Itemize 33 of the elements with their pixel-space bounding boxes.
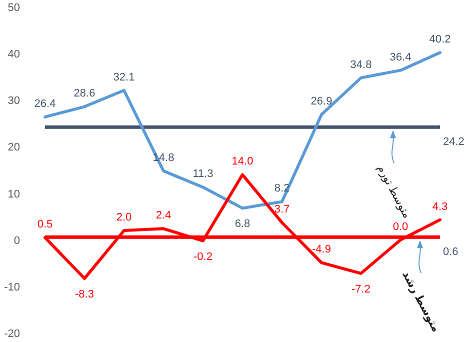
y-tick-label: 50 bbox=[8, 2, 20, 14]
y-tick-label: 40 bbox=[8, 48, 20, 61]
data-label: 32.1 bbox=[113, 71, 135, 84]
y-tick-label: 30 bbox=[8, 95, 20, 108]
data-label: 11.3 bbox=[192, 168, 214, 180]
data-label: 0.0 bbox=[392, 220, 408, 233]
y-tick-label: -10 bbox=[4, 281, 20, 294]
data-label: 4.3 bbox=[432, 200, 448, 213]
annotation: متوسط رشد bbox=[400, 269, 442, 334]
y-tick-label: -20 bbox=[4, 328, 20, 340]
y-tick-label: 10 bbox=[8, 188, 20, 200]
data-label: 36.4 bbox=[390, 51, 412, 64]
data-label: 14.0 bbox=[232, 156, 254, 168]
data-label: 26.9 bbox=[310, 96, 332, 108]
annotation: متوسط رشد bbox=[400, 240, 442, 334]
data-label: 2.0 bbox=[116, 212, 132, 224]
data-label: 40.2 bbox=[429, 34, 451, 46]
y-tick-label: 20 bbox=[8, 142, 20, 154]
data-label: 34.8 bbox=[350, 58, 372, 71]
annotation: متوسط تورم bbox=[374, 163, 413, 220]
data-label: -7.2 bbox=[352, 283, 370, 296]
data-label: 3.7 bbox=[274, 204, 290, 216]
data-label: 0.5 bbox=[37, 218, 53, 231]
data-label: 26.4 bbox=[34, 98, 56, 110]
y-tick-label: 0 bbox=[14, 234, 20, 247]
data-label: -8.3 bbox=[75, 288, 94, 301]
data-label: -0.2 bbox=[194, 250, 212, 263]
data-label: -4.9 bbox=[312, 244, 331, 256]
data-label: 6.8 bbox=[234, 218, 250, 230]
ref-line-label: 24.2 bbox=[443, 136, 464, 148]
ref-line-label: 0.6 bbox=[443, 246, 458, 258]
data-label: 2.4 bbox=[156, 210, 172, 222]
data-label: 28.6 bbox=[74, 88, 96, 100]
